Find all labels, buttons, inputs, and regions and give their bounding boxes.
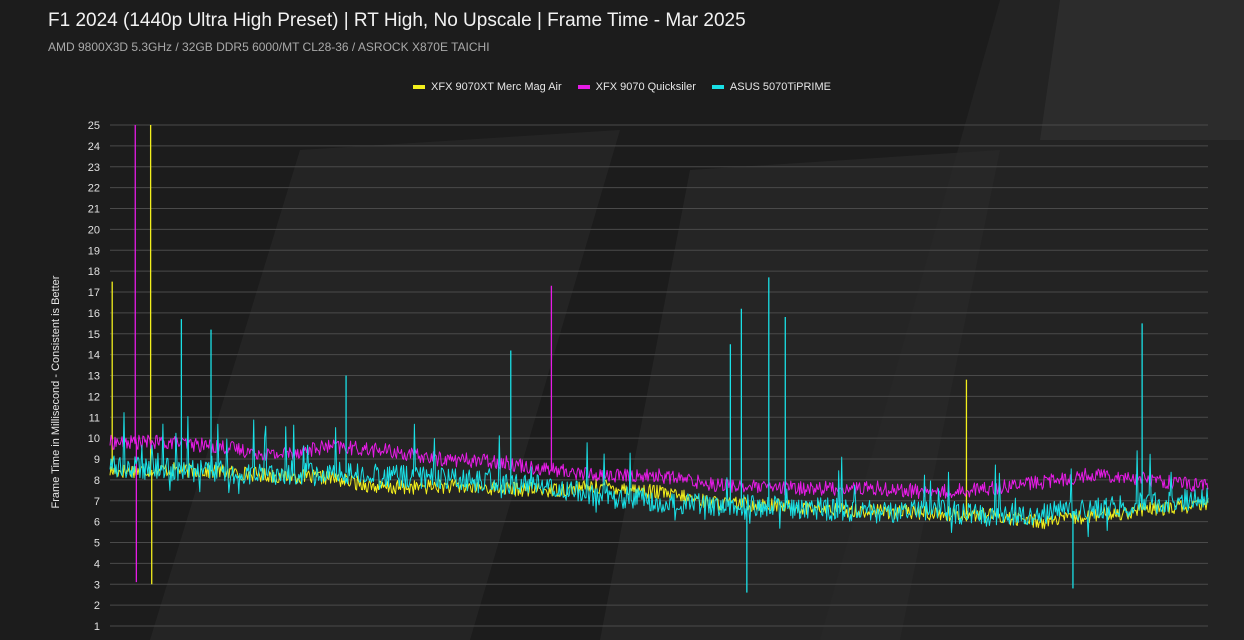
series-layer [109, 125, 1209, 593]
y-tick-labels: 1234567891011121314151617181920212223242… [88, 120, 100, 633]
y-tick-label-2: 2 [94, 600, 100, 612]
y-tick-label-24: 24 [88, 141, 100, 153]
y-tick-label-18: 18 [88, 266, 100, 278]
legend-item-series-3: ASUS 5070TiPRIME [711, 81, 831, 93]
legend-label-series-3: ASUS 5070TiPRIME [729, 81, 831, 93]
series-3 [109, 277, 1209, 593]
y-tick-label-6: 6 [94, 517, 100, 529]
y-tick-label-14: 14 [88, 350, 100, 362]
y-tick-label-20: 20 [88, 224, 100, 236]
y-tick-label-17: 17 [88, 287, 100, 299]
chart-subtitle: AMD 9800X3D 5.3GHz / 32GB DDR5 6000/MT C… [48, 40, 490, 54]
legend-label-series-2: XFX 9070 Quicksiler [595, 81, 696, 93]
chart-title: F1 2024 (1440p Ultra High Preset) | RT H… [48, 10, 746, 31]
y-tick-label-19: 19 [88, 245, 100, 257]
y-tick-label-10: 10 [88, 433, 100, 445]
y-tick-label-4: 4 [94, 558, 100, 570]
y-tick-label-7: 7 [94, 496, 100, 508]
y-tick-label-9: 9 [94, 454, 100, 466]
y-tick-label-5: 5 [94, 538, 100, 550]
y-tick-label-15: 15 [88, 329, 100, 341]
legend-swatch-series-3 [711, 85, 724, 89]
legend-item-series-2: XFX 9070 Quicksiler [577, 81, 696, 93]
y-tick-label-11: 11 [89, 412, 100, 424]
y-tick-label-22: 22 [88, 183, 100, 195]
legend-label-series-1: XFX 9070XT Merc Mag Air [431, 81, 562, 93]
y-tick-label-21: 21 [88, 204, 100, 216]
y-tick-label-23: 23 [88, 162, 100, 174]
legend-item-series-1: XFX 9070XT Merc Mag Air [413, 81, 562, 93]
series-line-3 [109, 412, 1209, 538]
legend-swatch-series-2 [577, 85, 590, 89]
y-tick-label-3: 3 [94, 579, 100, 591]
y-tick-label-13: 13 [88, 371, 100, 383]
y-tick-label-16: 16 [88, 308, 100, 320]
y-tick-label-1: 1 [94, 621, 100, 633]
y-tick-label-12: 12 [88, 391, 100, 403]
y-tick-label-8: 8 [94, 475, 100, 487]
series-line-2 [109, 434, 1209, 499]
y-tick-label-25: 25 [88, 120, 100, 132]
chart-legend: XFX 9070XT Merc Mag Air XFX 9070 Quicksi… [0, 81, 1244, 93]
grid-lines [110, 124, 1208, 627]
legend-swatch-series-1 [413, 85, 426, 89]
